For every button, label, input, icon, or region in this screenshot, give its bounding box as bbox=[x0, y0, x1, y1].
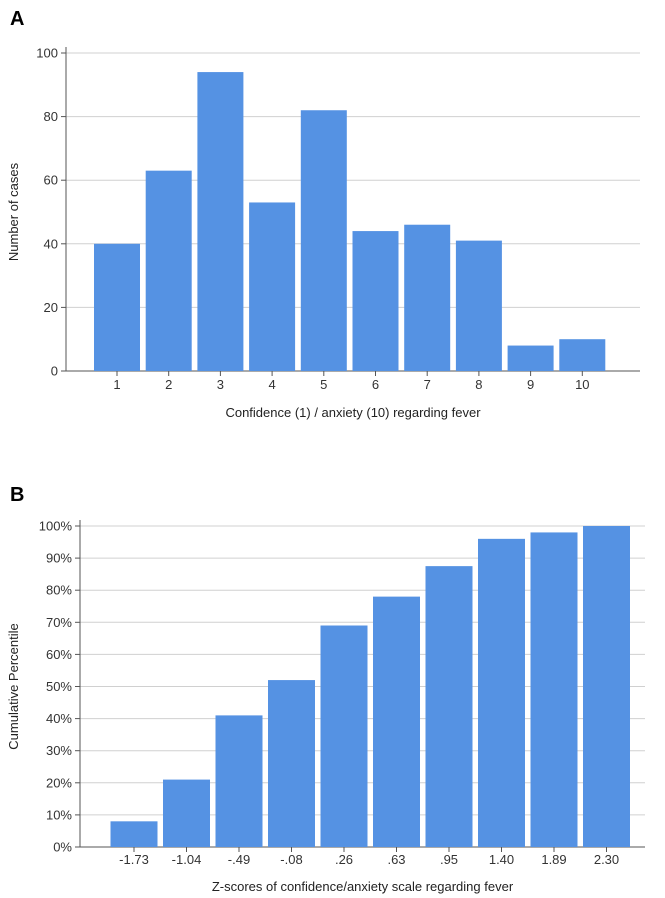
x-tick-label-a: 7 bbox=[424, 377, 431, 392]
x-tick-label-a: 5 bbox=[320, 377, 327, 392]
y-axis-title-b: Cumulative Percentile bbox=[6, 623, 21, 749]
chart-b: 0% 10% 20% 30% 40% 50% 60% 70% 80% 90% 100% -1.73 -1… bbox=[6, 519, 645, 894]
x-tick-label-a: 2 bbox=[165, 377, 172, 392]
bar-a bbox=[559, 339, 606, 371]
bar-a bbox=[300, 110, 347, 372]
bar-a bbox=[507, 345, 554, 371]
y-tick-label-b: 20% bbox=[46, 775, 72, 790]
y-tick-label-b: 100% bbox=[39, 519, 73, 534]
x-tick-label-b: -.08 bbox=[280, 852, 302, 867]
x-tick-label-b: .63 bbox=[387, 852, 405, 867]
x-tick-label-b: -.49 bbox=[228, 852, 250, 867]
y-tick-label-a: 80 bbox=[44, 109, 58, 124]
chart-a: 0 20 40 60 80 100 1 2 3 4 5 6 7 8 9 10 Confidence (1) / … bbox=[6, 46, 640, 420]
bar-a bbox=[197, 72, 244, 371]
y-tick-label-a: 0 bbox=[51, 364, 58, 379]
bar-b bbox=[110, 821, 158, 847]
x-tick-label-a: 9 bbox=[527, 377, 534, 392]
bar-a bbox=[249, 202, 296, 371]
y-tick-label-b: 40% bbox=[46, 711, 72, 726]
bar-b bbox=[425, 566, 473, 847]
y-tick-label-a: 60 bbox=[44, 173, 58, 188]
x-tick-label-a: 8 bbox=[475, 377, 482, 392]
y-tick-label-a: 40 bbox=[44, 236, 58, 251]
y-axis-title-a: Number of cases bbox=[6, 162, 21, 261]
bar-a bbox=[455, 240, 502, 371]
x-tick-label-b: -1.04 bbox=[172, 852, 202, 867]
x-tick-label-b: -1.73 bbox=[119, 852, 149, 867]
bar-b bbox=[530, 532, 578, 847]
x-axis-title-b: Z-scores of confidence/anxiety scale reg… bbox=[212, 879, 514, 894]
x-tick-label-a: 10 bbox=[575, 377, 589, 392]
bar-a bbox=[404, 224, 451, 371]
panel-label-b: B bbox=[10, 484, 25, 506]
bar-b bbox=[163, 779, 210, 847]
y-tick-label-b: 90% bbox=[46, 551, 72, 566]
bar-b bbox=[268, 680, 315, 847]
x-tick-label-b: .26 bbox=[335, 852, 353, 867]
y-tick-label-b: 80% bbox=[46, 583, 72, 598]
bar-a bbox=[145, 170, 192, 371]
y-tick-label-b: 60% bbox=[46, 647, 72, 662]
y-tick-label-b: 70% bbox=[46, 615, 72, 630]
bar-b bbox=[373, 596, 420, 847]
y-tick-label-a: 100 bbox=[36, 46, 58, 61]
x-tick-label-a: 4 bbox=[268, 377, 275, 392]
x-axis-title-a: Confidence (1) / anxiety (10) regarding … bbox=[225, 405, 481, 420]
bar-a bbox=[352, 231, 399, 371]
x-tick-label-b: 1.89 bbox=[541, 852, 566, 867]
x-tick-label-a: 6 bbox=[372, 377, 379, 392]
bar-b bbox=[583, 526, 630, 847]
bar-b bbox=[215, 715, 263, 847]
y-tick-label-b: 50% bbox=[46, 679, 72, 694]
y-tick-label-b: 10% bbox=[46, 807, 72, 822]
y-tick-label-a: 20 bbox=[44, 300, 58, 315]
x-tick-label-b: 1.40 bbox=[489, 852, 514, 867]
bar-a bbox=[94, 243, 140, 371]
bar-b bbox=[478, 538, 525, 847]
x-tick-label-b: 2.30 bbox=[594, 852, 619, 867]
x-tick-label-b: .95 bbox=[440, 852, 458, 867]
y-tick-label-b: 30% bbox=[46, 743, 72, 758]
x-tick-label-a: 3 bbox=[217, 377, 224, 392]
panel-label-a: A bbox=[10, 8, 25, 30]
x-tick-label-a: 1 bbox=[113, 377, 120, 392]
y-tick-label-b: 0% bbox=[53, 840, 72, 855]
bar-b bbox=[320, 625, 368, 847]
